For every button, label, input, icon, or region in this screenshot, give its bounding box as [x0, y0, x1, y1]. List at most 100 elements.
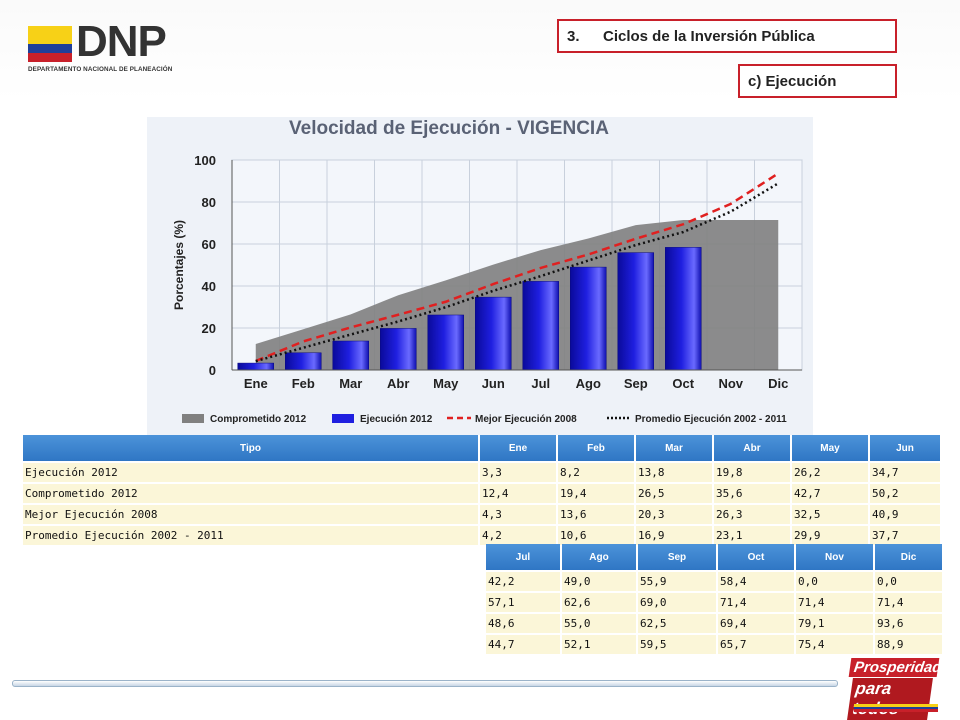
- x-tick-label: Abr: [387, 376, 409, 391]
- x-tick-label: Ene: [244, 376, 268, 391]
- table-cell: 40,9: [870, 505, 940, 524]
- table-cell: Comprometido 2012: [23, 484, 478, 503]
- prosperidad-logo: Prosperidad para todos: [847, 658, 943, 720]
- x-tick-label: Dic: [768, 376, 788, 391]
- table-row: 42,2 49,0 55,9 58,4 0,0 0,0: [486, 572, 942, 591]
- table-cell: 20,3: [636, 505, 712, 524]
- bar-ejecucion-2012: [665, 247, 702, 371]
- x-tick-label: Jul: [531, 376, 550, 391]
- table-cell: 12,4: [480, 484, 556, 503]
- table-cell: 42,7: [792, 484, 868, 503]
- col-header-oct: Oct: [718, 544, 794, 570]
- table-cell: 10,6: [558, 526, 634, 545]
- bar-ejecucion-2012: [570, 266, 607, 371]
- table-row: Mejor Ejecución 2008 4,3 13,6 20,3 26,3 …: [23, 505, 940, 524]
- table-cell: 65,7: [718, 635, 794, 654]
- table-row: Comprometido 2012 12,4 19,4 26,5 35,6 42…: [23, 484, 940, 503]
- table-cell: 37,7: [870, 526, 940, 545]
- table-cell: 48,6: [486, 614, 560, 633]
- dnp-logo: DNP DEPARTAMENTO NACIONAL DE PLANEACIÓN: [28, 18, 188, 78]
- table-cell: 50,2: [870, 484, 940, 503]
- table-cell: 4,2: [480, 526, 556, 545]
- table-cell: 34,7: [870, 463, 940, 482]
- x-tick-label: Nov: [718, 376, 743, 391]
- bar-ejecucion-2012: [380, 328, 417, 371]
- table-cell: 71,4: [875, 593, 942, 612]
- flag-stripes-icon: [854, 704, 938, 712]
- legend-label: Mejor Ejecución 2008: [475, 414, 577, 425]
- table-cell: 88,9: [875, 635, 942, 654]
- table-cell: 79,1: [796, 614, 873, 633]
- logo-mark: DNP: [76, 17, 167, 66]
- table-cell: 4,3: [480, 505, 556, 524]
- table-cell: 23,1: [714, 526, 790, 545]
- table-cell: 35,6: [714, 484, 790, 503]
- bar-ejecucion-2012: [617, 252, 654, 371]
- legend-label: Comprometido 2012: [210, 414, 307, 425]
- bar-ejecucion-2012: [427, 314, 464, 371]
- col-header-ene: Ene: [480, 435, 556, 461]
- table-cell: 42,2: [486, 572, 560, 591]
- legend-swatch: [182, 414, 204, 423]
- table-cell: 55,0: [562, 614, 636, 633]
- table-cell: 69,0: [638, 593, 716, 612]
- table-row: 44,7 52,1 59,5 65,7 75,4 88,9: [486, 635, 942, 654]
- table-cell: 44,7: [486, 635, 560, 654]
- table-cell: 26,3: [714, 505, 790, 524]
- table-cell: 26,2: [792, 463, 868, 482]
- col-header-sep: Sep: [638, 544, 716, 570]
- subsection-title: c) Ejecución: [748, 72, 837, 90]
- table-cell: 58,4: [718, 572, 794, 591]
- table-cell: 3,3: [480, 463, 556, 482]
- series-mejor-ejecucion-line: [255, 172, 779, 363]
- table-header-row: Jul Ago Sep Oct Nov Dic: [486, 544, 942, 570]
- brand-line-2: para todos: [847, 678, 933, 720]
- table-cell: 93,6: [875, 614, 942, 633]
- bar-ejecucion-2012: [475, 296, 512, 371]
- table-cell: 62,6: [562, 593, 636, 612]
- logo-subtitle: DEPARTAMENTO NACIONAL DE PLANEACIÓN: [28, 66, 173, 73]
- table-cell: 75,4: [796, 635, 873, 654]
- table-cell: 62,5: [638, 614, 716, 633]
- table-cell: Ejecución 2012: [23, 463, 478, 482]
- bar-ejecucion-2012: [285, 352, 322, 371]
- x-tick-label: Jun: [482, 376, 505, 391]
- series-promedio-line: [255, 182, 779, 363]
- col-header-abr: Abr: [714, 435, 790, 461]
- y-tick-label: 0: [209, 363, 216, 378]
- table-cell: 19,4: [558, 484, 634, 503]
- table-cell: 32,5: [792, 505, 868, 524]
- section-number: 3.: [567, 27, 580, 45]
- subsection-title-box: c) Ejecución: [738, 64, 897, 98]
- col-header-ago: Ago: [562, 544, 636, 570]
- x-tick-label: May: [433, 376, 459, 391]
- table-cell: 59,5: [638, 635, 716, 654]
- y-tick-label: 100: [194, 153, 216, 168]
- col-header-nov: Nov: [796, 544, 873, 570]
- table-row: 48,6 55,0 62,5 69,4 79,1 93,6: [486, 614, 942, 633]
- y-tick-label: 40: [202, 279, 216, 294]
- table-cell: 0,0: [875, 572, 942, 591]
- col-header-tipo: Tipo: [23, 435, 478, 461]
- y-axis-label: Porcentajes (%): [172, 220, 186, 310]
- table-row: 57,1 62,6 69,0 71,4 71,4 71,4: [486, 593, 942, 612]
- legend-label: Ejecución 2012: [360, 414, 433, 425]
- col-header-jul: Jul: [486, 544, 560, 570]
- bar-ejecucion-2012: [522, 281, 559, 371]
- data-table-ene-jun: Tipo Ene Feb Mar Abr May Jun Ejecución 2…: [21, 433, 942, 547]
- colombia-flag-icon: [28, 26, 72, 62]
- table-cell: 29,9: [792, 526, 868, 545]
- col-header-feb: Feb: [558, 435, 634, 461]
- table-header-row: Tipo Ene Feb Mar Abr May Jun: [23, 435, 940, 461]
- table-cell: 71,4: [718, 593, 794, 612]
- table-row: Ejecución 2012 3,3 8,2 13,8 19,8 26,2 34…: [23, 463, 940, 482]
- y-tick-label: 60: [202, 237, 216, 252]
- chart-title: Velocidad de Ejecución - VIGENCIA: [289, 118, 609, 139]
- table-cell: 69,4: [718, 614, 794, 633]
- table-cell: 13,6: [558, 505, 634, 524]
- table-cell: 55,9: [638, 572, 716, 591]
- x-tick-label: Mar: [339, 376, 362, 391]
- section-title: Ciclos de la Inversión Pública: [603, 27, 815, 45]
- x-tick-label: Ago: [576, 376, 601, 391]
- x-tick-label: Oct: [672, 376, 694, 391]
